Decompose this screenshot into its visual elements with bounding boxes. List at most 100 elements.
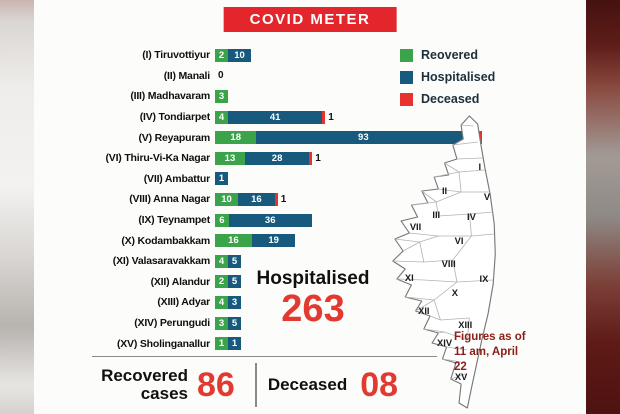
title-banner: COVID METER	[223, 7, 397, 32]
hospitalised-value: 263	[281, 288, 345, 330]
hospitalised-bar-segment: 1	[228, 337, 241, 351]
bar-value: 1	[315, 152, 321, 164]
hospitalised-bar-segment: 28	[244, 151, 310, 165]
chart-row: (VII) Ambattur 1	[34, 169, 482, 190]
chart-row: (XI) Valasaravakkam 4 5	[34, 251, 482, 272]
legend-item-reovered: Reovered	[400, 48, 495, 62]
map-zone-label-XV: XV	[455, 372, 468, 382]
figures-note: Figures as of 11 am, April 22	[454, 331, 526, 373]
reovered-bar-segment: 2	[215, 48, 228, 62]
map-zone-label-VI: VI	[455, 236, 464, 246]
map-zone-borders	[392, 124, 495, 380]
zone-name-label: (XIII) Adyar	[157, 296, 210, 309]
map-zone-label-XIV: XIV	[437, 338, 453, 348]
zone-name-label: (X) Kodambakkam	[121, 234, 210, 247]
reovered-bar-segment: 6	[215, 213, 229, 227]
legend-item-hospitalised: Hospitalised	[400, 70, 495, 84]
hospitalised-bar-segment: 1	[215, 172, 228, 186]
hospitalised-bar-segment: 10	[228, 48, 251, 62]
blurred-left-edge	[0, 0, 40, 414]
bar-value: 1	[280, 193, 287, 205]
reovered-bar-segment: 13	[215, 151, 245, 165]
zone-name-label: (VII) Ambattur	[143, 172, 210, 185]
bar-chart: (I) Tiruvottiyur 2 10 (II) Manali 0 (III) Mad…	[34, 45, 482, 354]
infographic-panel: COVID METER Reovered Hospitalised Deceased…	[34, 0, 586, 414]
legend-item-deceased: Deceased	[400, 92, 495, 106]
chart-row: (VI) Thiru-Vi-Ka Nagar 13 28 1	[34, 148, 482, 169]
bar-group: 10 16 1	[215, 192, 287, 206]
bar-group: 0	[215, 70, 224, 81]
deceased-bar-segment	[274, 192, 278, 206]
legend-swatch-icon	[400, 92, 413, 106]
blurred-right-edge	[580, 0, 620, 414]
map-zone-label-III: III	[432, 210, 440, 220]
reovered-bar-segment: 4	[215, 295, 228, 309]
zone-name-label: (VIII) Anna Nagar	[129, 193, 210, 206]
reovered-bar-segment: 10	[215, 192, 238, 206]
recovered-label: Recovered cases	[92, 365, 188, 404]
zone-name-label: (I) Tiruvottiyur	[142, 49, 210, 62]
zone-name-label: (IV) Tondiarpet	[139, 111, 211, 124]
bar-group: 13 28 1	[215, 151, 321, 165]
chart-row: (X) Kodambakkam 16 19	[34, 230, 482, 251]
hospitalised-label: Hospitalised	[256, 268, 370, 289]
chart-row: (I) Tiruvottiyur 2 10	[34, 45, 482, 66]
map-zone-label-V: V	[484, 192, 491, 202]
reovered-bar-segment: 4	[215, 110, 228, 124]
bar-group: 2 10	[215, 48, 251, 62]
map-zone-label-VIII: VIII	[442, 259, 456, 269]
bar-value: 0	[218, 70, 224, 82]
zone-name-label: (IX) Teynampet	[138, 214, 210, 227]
chart-row: (IV) Tondiarpet 4 41 1	[34, 107, 482, 128]
zone-name-label: (XIV) Perungudi	[134, 317, 210, 330]
reovered-bar-segment: 3	[215, 316, 228, 330]
zone-name-label: (V) Reyapuram	[138, 131, 210, 144]
zone-name-label: (VI) Thiru-Vi-Ka Nagar	[105, 152, 210, 165]
map-zone-label-XIII: XIII	[458, 320, 472, 330]
chart-row: (XII) Alandur 2 5	[34, 272, 482, 293]
map-zone-label-X: X	[452, 288, 459, 298]
deceased-label: Deceased	[267, 375, 348, 394]
legend-swatch-icon	[400, 48, 413, 62]
bar-group: 6 36	[215, 213, 312, 227]
hospitalised-bar-segment: 36	[228, 213, 312, 227]
legend-label: Reovered	[421, 48, 478, 62]
bar-value: 1	[328, 111, 334, 123]
hospitalised-bar-segment: 19	[251, 234, 296, 248]
chart-row: (XIV) Perungudi 3 5	[34, 313, 482, 334]
deceased-value: 08	[360, 366, 399, 404]
hospitalised-bar-segment: 5	[228, 316, 241, 330]
bar-group: 16 19	[215, 234, 296, 248]
hospitalised-bar-segment: 3	[228, 295, 241, 309]
reovered-bar-segment: 18	[215, 131, 257, 145]
zone-name-label: (XV) Sholinganallur	[116, 337, 210, 350]
zone-name-label: (XII) Alandur	[150, 275, 211, 288]
hospitalised-bar-segment: 93	[256, 131, 471, 145]
legend: Reovered Hospitalised Deceased	[400, 48, 495, 114]
map-zone-label-XII: XII	[418, 306, 429, 316]
recovered-value: 86	[197, 366, 235, 404]
deceased-bar-segment	[322, 110, 326, 124]
hospitalised-bar-segment: 5	[228, 254, 241, 268]
map-zone-label-II: II	[442, 186, 447, 196]
reovered-bar-segment: 4	[215, 254, 228, 268]
zone-name-label: (XI) Valasaravakkam	[112, 255, 210, 268]
hospitalised-bar-segment: 5	[228, 275, 241, 289]
map-zone-label-IV: IV	[467, 212, 477, 222]
legend-swatch-icon	[400, 70, 413, 84]
chart-row: (XV) Sholinganallur 1 1	[34, 333, 482, 354]
bar-group: 4 41 1	[215, 110, 334, 124]
recovered-label-line1: Recovered	[101, 365, 188, 385]
reovered-bar-segment: 1	[215, 337, 228, 351]
deceased-bar-segment	[309, 151, 313, 165]
map-zone-label-VII: VII	[410, 222, 421, 232]
stats-divider	[254, 363, 257, 407]
chart-row: (IX) Teynampet 6 36	[34, 210, 482, 231]
bottom-stats: Recovered cases 86 Deceased 08	[92, 356, 437, 407]
